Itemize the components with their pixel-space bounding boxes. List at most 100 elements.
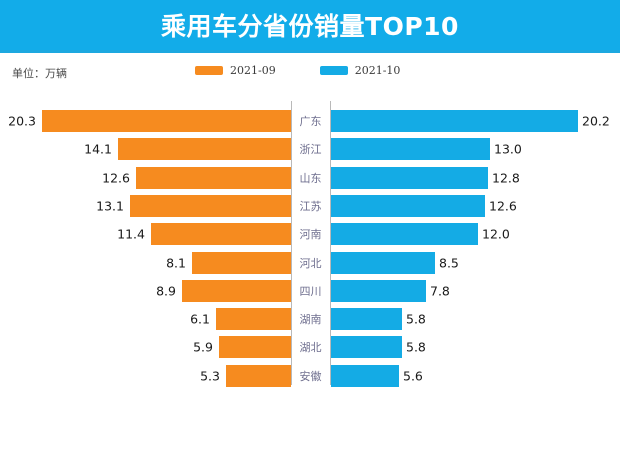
bar-cell-right: 8.5 bbox=[331, 251, 620, 274]
bar-2021-10[interactable] bbox=[331, 138, 490, 161]
bar-value-label-left: 6.1 bbox=[190, 311, 210, 327]
unit-label: 单位：万辆 bbox=[12, 67, 67, 80]
category-label-cell: 四川 bbox=[291, 280, 330, 302]
bar-value-label-right: 13.0 bbox=[494, 141, 522, 157]
legend-item-2021-09[interactable]: 2021-09 bbox=[195, 64, 276, 77]
category-label: 江苏 bbox=[299, 199, 322, 213]
bar-cell-left: 20.3 bbox=[0, 110, 291, 132]
chart-row: 6.1 湖南 5.8 bbox=[0, 308, 620, 331]
category-label: 河南 bbox=[299, 228, 322, 242]
bar-2021-10[interactable] bbox=[331, 251, 435, 274]
chart-row: 8.9 四川 7.8 bbox=[0, 279, 620, 302]
category-label: 湖南 bbox=[299, 313, 322, 327]
bar-2021-09[interactable] bbox=[136, 166, 291, 189]
bar-cell-left: 13.1 bbox=[0, 194, 291, 217]
bar-2021-10[interactable] bbox=[331, 336, 402, 359]
category-label-cell: 河南 bbox=[291, 223, 330, 245]
chart-row: 5.3 安徽 5.6 bbox=[0, 364, 620, 387]
bar-value-label-left: 12.6 bbox=[102, 170, 130, 186]
bar-cell-right: 12.8 bbox=[331, 166, 620, 189]
chart-row: 12.6 山东 12.8 bbox=[0, 166, 620, 189]
bar-2021-09[interactable] bbox=[42, 110, 291, 132]
chart-row: 5.9 湖北 5.8 bbox=[0, 336, 620, 359]
bar-2021-10[interactable] bbox=[331, 110, 578, 132]
bar-cell-right: 13.0 bbox=[331, 138, 620, 161]
chart-row: 8.1 河北 8.5 bbox=[0, 251, 620, 274]
bar-value-label-right: 7.8 bbox=[430, 283, 450, 299]
chart-row: 14.1 浙江 13.0 bbox=[0, 138, 620, 161]
bar-value-label-left: 8.9 bbox=[156, 283, 176, 299]
bar-2021-09[interactable] bbox=[151, 223, 291, 246]
category-label-cell: 山东 bbox=[291, 167, 330, 189]
bar-cell-right: 5.8 bbox=[331, 308, 620, 331]
bar-cell-right: 7.8 bbox=[331, 279, 620, 302]
category-label: 山东 bbox=[299, 171, 322, 185]
bar-2021-09[interactable] bbox=[226, 364, 291, 387]
category-label-cell: 江苏 bbox=[291, 195, 330, 217]
bar-value-label-left: 20.3 bbox=[8, 113, 36, 129]
category-label-cell: 湖北 bbox=[291, 336, 330, 358]
bar-cell-right: 12.0 bbox=[331, 223, 620, 246]
bar-2021-10[interactable] bbox=[331, 194, 485, 217]
bar-2021-09[interactable] bbox=[182, 279, 291, 302]
plot-area: 20.3 广东 20.2 14.1 浙江 13.0 12.6 山东 12.8 13.1 江苏 12.6… bbox=[0, 101, 620, 391]
axis-divider-left bbox=[291, 101, 292, 385]
bar-value-label-left: 5.3 bbox=[200, 368, 220, 384]
bar-cell-right: 5.6 bbox=[331, 364, 620, 387]
bar-value-label-right: 8.5 bbox=[439, 255, 459, 270]
header-underline bbox=[0, 50, 620, 53]
bar-cell-left: 6.1 bbox=[0, 308, 291, 331]
bar-2021-09[interactable] bbox=[219, 336, 291, 359]
legend-item-2021-10[interactable]: 2021-10 bbox=[319, 64, 401, 77]
bar-cell-left: 8.1 bbox=[0, 251, 291, 274]
legend: 2021-09 2021-10 bbox=[195, 64, 400, 77]
bar-cell-left: 14.1 bbox=[0, 138, 291, 161]
bar-cell-left: 5.3 bbox=[0, 364, 291, 387]
bar-cell-left: 11.4 bbox=[0, 223, 291, 246]
bar-2021-09[interactable] bbox=[192, 251, 291, 274]
category-label-cell: 河北 bbox=[291, 252, 330, 274]
legend-label: 2021-10 bbox=[354, 64, 401, 77]
chart-row: 11.4 河南 12.0 bbox=[0, 223, 620, 246]
page-title: 乘用车分省份销量TOP10 bbox=[161, 12, 459, 41]
category-label: 广东 bbox=[299, 115, 322, 128]
category-label: 安徽 bbox=[299, 369, 322, 383]
legend-label: 2021-09 bbox=[230, 64, 276, 77]
bar-value-label-left: 13.1 bbox=[96, 198, 124, 214]
category-label: 湖北 bbox=[299, 341, 322, 355]
category-label-cell: 安徽 bbox=[291, 365, 330, 387]
bar-2021-10[interactable] bbox=[331, 364, 399, 387]
bar-cell-left: 12.6 bbox=[0, 166, 291, 189]
bar-cell-right: 5.8 bbox=[331, 336, 620, 359]
bar-2021-10[interactable] bbox=[331, 279, 426, 302]
axis-divider-right bbox=[330, 101, 331, 385]
category-label-cell: 广东 bbox=[291, 110, 330, 132]
bar-cell-right: 20.2 bbox=[331, 110, 620, 132]
category-label: 河北 bbox=[299, 256, 322, 270]
chart-header-band: 乘用车分省份销量TOP10 bbox=[0, 0, 620, 53]
bar-value-label-right: 5.6 bbox=[403, 368, 423, 384]
bar-value-label-right: 12.8 bbox=[492, 170, 520, 186]
bar-2021-09[interactable] bbox=[118, 138, 291, 161]
chart-row: 20.3 广东 20.2 bbox=[0, 110, 620, 132]
bar-2021-10[interactable] bbox=[331, 166, 488, 189]
bar-value-label-right: 20.2 bbox=[582, 113, 610, 129]
category-label-cell: 浙江 bbox=[291, 138, 330, 160]
bar-value-label-left: 14.1 bbox=[84, 141, 112, 157]
bar-2021-10[interactable] bbox=[331, 308, 402, 331]
category-label: 四川 bbox=[299, 284, 322, 298]
bar-value-label-left: 8.1 bbox=[166, 255, 186, 270]
bar-value-label-left: 11.4 bbox=[117, 226, 145, 242]
bar-2021-10[interactable] bbox=[331, 223, 478, 246]
category-label: 浙江 bbox=[299, 143, 322, 157]
category-label-cell: 湖南 bbox=[291, 308, 330, 330]
bar-cell-left: 5.9 bbox=[0, 336, 291, 359]
bar-value-label-right: 12.0 bbox=[482, 226, 510, 242]
bar-value-label-left: 5.9 bbox=[193, 339, 213, 355]
bar-value-label-right: 5.8 bbox=[406, 311, 426, 327]
bar-cell-left: 8.9 bbox=[0, 279, 291, 302]
bar-2021-09[interactable] bbox=[130, 194, 291, 217]
bar-2021-09[interactable] bbox=[216, 308, 291, 331]
bar-value-label-right: 5.8 bbox=[406, 339, 426, 355]
